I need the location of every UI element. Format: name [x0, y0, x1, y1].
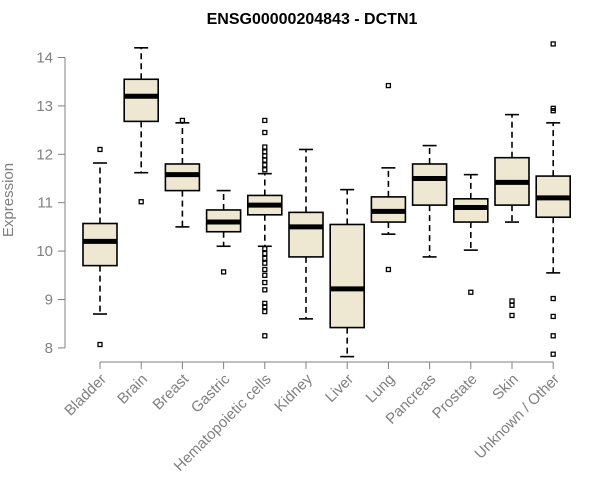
boxes-group: [82, 41, 572, 358]
box-pancreas: [411, 144, 448, 258]
outlier-point: [262, 333, 268, 339]
y-tick-label: 9: [45, 292, 53, 309]
outlier-point: [262, 250, 268, 257]
box-gastric: [205, 189, 242, 275]
iqr-box: [411, 163, 448, 206]
box-unknown-other: [535, 41, 572, 357]
outlier-point: [550, 313, 556, 320]
outlier-point: [262, 167, 268, 173]
outlier-point: [262, 157, 268, 163]
outlier-point: [262, 308, 268, 315]
chart-title: ENSG00000204843 - DCTN1: [207, 11, 418, 28]
y-tick-label: 13: [36, 98, 53, 115]
y-tick-label: 12: [36, 146, 53, 163]
y-axis-label: Expression: [0, 163, 17, 237]
outlier-point: [262, 266, 268, 273]
box-prostate: [452, 173, 489, 295]
x-tick-label: Skin: [489, 371, 522, 404]
outlier-point: [550, 333, 556, 339]
y-tick-label: 10: [36, 243, 53, 260]
outlier-point: [262, 287, 268, 293]
y-tick-label: 11: [37, 195, 53, 212]
outlier-point: [262, 260, 268, 266]
outlier-point: [262, 117, 268, 124]
box-lung: [370, 82, 407, 273]
outlier-point: [138, 199, 144, 205]
outlier-point: [550, 105, 556, 111]
iqr-box: [164, 163, 201, 192]
box-hematopoietic-cells: [247, 117, 283, 339]
outlier-point: [220, 269, 227, 275]
box-skin: [494, 113, 530, 319]
outlier-point: [179, 117, 186, 124]
box-bladder: [82, 146, 118, 348]
x-tick-label: Kidney: [271, 370, 316, 415]
outlier-point: [262, 272, 268, 278]
box-brain: [123, 47, 159, 205]
outlier-point: [262, 279, 268, 286]
x-tick-label: Lung: [363, 371, 399, 407]
outlier-point: [262, 300, 268, 307]
outlier-point: [468, 289, 474, 295]
outlier-point: [385, 266, 392, 273]
x-tick-label: Brain: [114, 371, 151, 408]
box-liver: [329, 188, 366, 358]
outlier-point: [509, 312, 515, 319]
outlier-point: [550, 295, 556, 302]
outlier-point: [97, 146, 103, 153]
outlier-point: [550, 41, 556, 47]
iqr-box: [123, 78, 159, 123]
box-breast: [164, 117, 201, 228]
outlier-point: [385, 82, 392, 89]
outlier-point: [262, 129, 268, 136]
x-tick-label: Liver: [322, 371, 357, 406]
outlier-point: [97, 341, 103, 348]
outlier-point: [262, 144, 268, 150]
outlier-point: [262, 149, 268, 155]
x-tick-label: Bladder: [61, 371, 110, 420]
iqr-box: [452, 198, 489, 223]
outlier-point: [262, 162, 268, 168]
box-kidney: [288, 148, 324, 320]
iqr-box: [329, 223, 366, 329]
outlier-point: [262, 246, 268, 252]
y-tick-label: 14: [36, 50, 53, 67]
y-axis: 8 9 10 11 12 13 14: [36, 50, 66, 357]
x-tick-label: Prostate: [429, 371, 481, 423]
iqr-box: [82, 222, 118, 267]
outlier-point: [262, 255, 268, 262]
outlier-point: [509, 302, 515, 308]
x-tick-label: Breast: [150, 370, 193, 413]
outlier-point: [509, 298, 515, 304]
iqr-box: [288, 211, 324, 258]
y-tick-label: 8: [45, 340, 53, 357]
outlier-point: [550, 351, 556, 357]
